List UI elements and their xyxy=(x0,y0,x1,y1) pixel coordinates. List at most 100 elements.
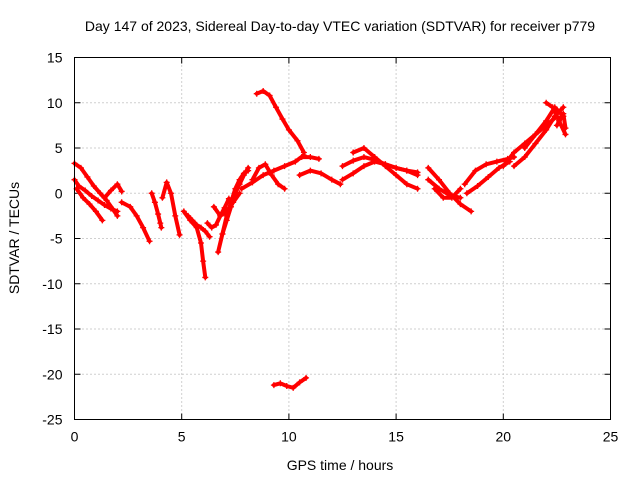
data-point xyxy=(543,99,550,106)
data-point xyxy=(393,172,400,179)
series-arc-9 xyxy=(185,212,213,240)
data-point xyxy=(562,125,569,132)
data-point xyxy=(292,158,299,165)
data-point xyxy=(307,154,314,161)
y-axis-label: SDTVAR / TECUs xyxy=(6,182,22,294)
y-tick-labels: 15 10 5 0 -5 -10 -15 -20 -25 xyxy=(42,50,62,428)
data-point xyxy=(296,172,303,179)
data-point xyxy=(560,110,567,117)
data-point xyxy=(414,185,421,192)
data-point xyxy=(543,126,550,133)
series-arc-32 xyxy=(270,374,310,391)
data-point xyxy=(249,176,256,183)
data-point xyxy=(562,131,569,138)
data-point xyxy=(350,149,357,156)
data-point xyxy=(114,208,121,215)
data-point xyxy=(88,192,95,199)
series-arc-18 xyxy=(298,154,322,162)
data-point xyxy=(127,203,134,210)
data-point xyxy=(101,202,108,209)
data-point xyxy=(300,149,307,156)
y-tick-label: 5 xyxy=(55,140,63,156)
data-point xyxy=(485,173,492,180)
y-tick-label: 10 xyxy=(47,95,63,111)
series-arc-28 xyxy=(511,104,567,170)
data-point xyxy=(140,224,147,231)
data-point xyxy=(483,161,490,168)
data-point xyxy=(521,154,528,161)
data-point xyxy=(236,181,243,188)
data-point xyxy=(255,164,262,171)
data-point xyxy=(167,190,174,197)
x-axis-label: GPS time / hours xyxy=(287,457,394,473)
data-point xyxy=(425,176,432,183)
data-point xyxy=(328,176,335,183)
data-point xyxy=(82,187,89,194)
x-tick-labels: 0 5 10 15 20 25 xyxy=(71,429,619,445)
data-point xyxy=(298,154,305,161)
data-point xyxy=(281,163,288,170)
data-point xyxy=(532,140,539,147)
data-point xyxy=(118,188,125,195)
data-point xyxy=(107,187,114,194)
data-point xyxy=(283,383,290,390)
data-point xyxy=(148,190,155,197)
data-point xyxy=(493,158,500,165)
data-point xyxy=(206,233,213,240)
data-point xyxy=(260,87,267,94)
data-point xyxy=(270,167,277,174)
series-arc-7 xyxy=(159,179,183,238)
series-line xyxy=(102,182,124,200)
y-tick-label: -5 xyxy=(50,231,63,247)
data-point xyxy=(268,172,275,179)
data-point xyxy=(101,194,108,201)
data-point xyxy=(277,380,284,387)
data-point xyxy=(155,211,162,218)
x-tick-label: 10 xyxy=(281,429,297,445)
data-point xyxy=(180,208,187,215)
data-point xyxy=(360,145,367,151)
data-point xyxy=(457,201,464,208)
data-point xyxy=(350,157,357,164)
data-point xyxy=(315,155,322,162)
data-point xyxy=(318,170,325,177)
data-point xyxy=(90,183,97,190)
data-point xyxy=(270,382,277,389)
data-point xyxy=(215,249,222,256)
data-point xyxy=(553,122,560,129)
data-point xyxy=(107,205,114,212)
series-arc-22 xyxy=(425,164,475,215)
data-point xyxy=(294,137,301,144)
data-point xyxy=(532,131,539,138)
series-arc-5 xyxy=(118,199,153,245)
y-tick-label: -15 xyxy=(42,321,62,337)
y-tick-label: -25 xyxy=(42,412,62,428)
data-point xyxy=(240,172,247,179)
data-point xyxy=(159,194,166,201)
data-point xyxy=(208,224,215,231)
series-line xyxy=(239,153,306,191)
data-point xyxy=(549,104,556,111)
data-point xyxy=(158,224,165,231)
data-point xyxy=(307,167,314,174)
data-point xyxy=(176,231,183,238)
data-point xyxy=(200,258,207,265)
data-point xyxy=(77,164,84,171)
data-point xyxy=(228,203,235,210)
data-point xyxy=(275,181,282,188)
x-tick-label: 20 xyxy=(496,429,512,445)
data-point xyxy=(232,190,239,197)
data-point xyxy=(281,185,288,192)
data-point xyxy=(95,197,102,204)
data-series xyxy=(71,87,569,391)
data-point xyxy=(266,92,273,99)
data-point xyxy=(217,212,224,219)
data-point xyxy=(193,221,200,228)
series-arc-16 xyxy=(253,87,307,156)
series-line xyxy=(119,200,152,244)
series-arc-24 xyxy=(431,185,464,201)
data-point xyxy=(202,228,209,235)
y-tick-label: 15 xyxy=(47,50,63,66)
data-point xyxy=(414,172,421,179)
data-point xyxy=(253,90,260,97)
